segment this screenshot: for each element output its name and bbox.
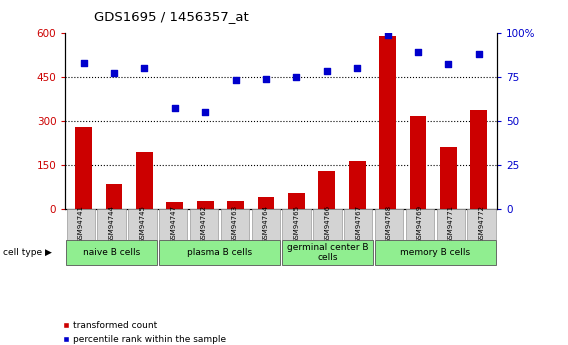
- Text: germinal center B
cells: germinal center B cells: [287, 243, 368, 263]
- Text: GSM94763: GSM94763: [232, 205, 238, 243]
- Point: [140, 65, 149, 71]
- Text: GSM94768: GSM94768: [386, 205, 392, 243]
- Bar: [379, 36, 396, 209]
- Bar: [313, 209, 341, 240]
- Point: [474, 51, 483, 57]
- Bar: [136, 151, 153, 209]
- Bar: [467, 209, 496, 240]
- Bar: [258, 197, 274, 209]
- Point: [444, 62, 453, 67]
- Point: [414, 49, 423, 55]
- Bar: [66, 240, 157, 265]
- Text: GSM94747: GSM94747: [170, 205, 176, 243]
- Text: GSM94764: GSM94764: [263, 205, 269, 243]
- Bar: [252, 209, 280, 240]
- Text: GSM94762: GSM94762: [201, 205, 207, 243]
- Bar: [128, 209, 157, 240]
- Text: GSM94745: GSM94745: [139, 205, 145, 243]
- Bar: [437, 209, 465, 240]
- Bar: [375, 209, 403, 240]
- Text: GSM94771: GSM94771: [448, 205, 454, 243]
- Point: [353, 65, 362, 71]
- Bar: [349, 161, 366, 209]
- Text: GDS1695 / 1456357_at: GDS1695 / 1456357_at: [94, 10, 248, 23]
- Bar: [319, 171, 335, 209]
- Bar: [190, 209, 218, 240]
- Text: GSM94772: GSM94772: [479, 205, 485, 243]
- Text: GSM94741: GSM94741: [78, 205, 83, 243]
- Legend: transformed count, percentile rank within the sample: transformed count, percentile rank withi…: [59, 318, 229, 345]
- Point: [170, 106, 179, 111]
- Bar: [344, 209, 373, 240]
- Text: GSM94765: GSM94765: [294, 205, 299, 243]
- Text: GSM94767: GSM94767: [355, 205, 361, 243]
- Text: GSM94766: GSM94766: [324, 205, 331, 243]
- Bar: [106, 184, 122, 209]
- Bar: [197, 201, 214, 209]
- Point: [383, 32, 392, 37]
- Point: [292, 74, 301, 79]
- Bar: [159, 209, 187, 240]
- Point: [110, 70, 119, 76]
- Point: [322, 69, 331, 74]
- Bar: [470, 110, 487, 209]
- Text: naive B cells: naive B cells: [83, 248, 140, 257]
- Bar: [282, 209, 311, 240]
- Text: GSM94744: GSM94744: [108, 205, 115, 243]
- Bar: [282, 240, 373, 265]
- Point: [231, 78, 240, 83]
- Point: [79, 60, 88, 66]
- Text: GSM94769: GSM94769: [417, 205, 423, 243]
- Bar: [66, 209, 95, 240]
- Bar: [166, 202, 183, 209]
- Bar: [158, 240, 280, 265]
- Bar: [97, 209, 126, 240]
- Bar: [440, 147, 457, 209]
- Text: plasma B cells: plasma B cells: [187, 248, 252, 257]
- Text: memory B cells: memory B cells: [400, 248, 470, 257]
- Point: [201, 109, 210, 115]
- Bar: [227, 201, 244, 209]
- Bar: [288, 194, 304, 209]
- Bar: [374, 240, 496, 265]
- Bar: [406, 209, 434, 240]
- Text: cell type ▶: cell type ▶: [3, 248, 52, 257]
- Bar: [75, 127, 92, 209]
- Point: [261, 76, 270, 81]
- Bar: [221, 209, 249, 240]
- Bar: [410, 116, 427, 209]
